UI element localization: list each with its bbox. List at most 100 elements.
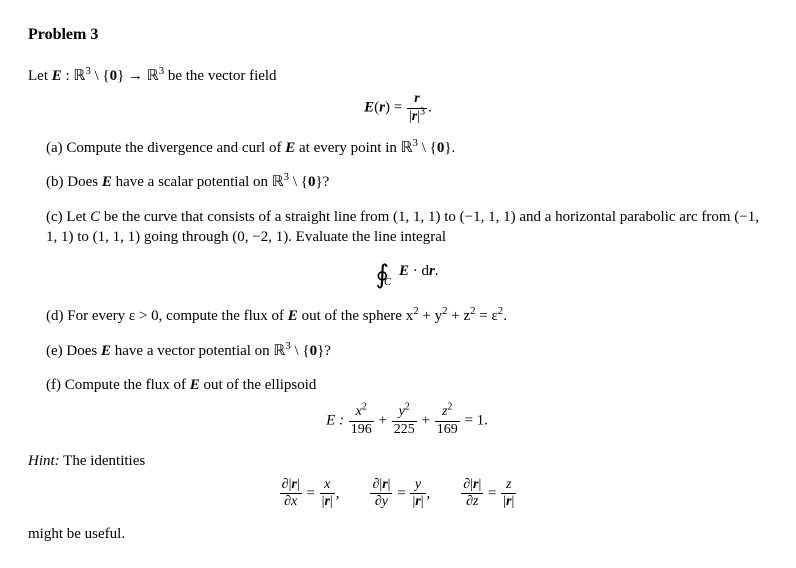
hint-x: x (324, 477, 330, 492)
disp-arg: (r) = (374, 99, 406, 115)
b-t1: Does (64, 174, 102, 190)
hint-eq3: = (484, 485, 500, 501)
hint-dr3: ∂|r| (463, 477, 481, 492)
ell-d3: 169 (435, 422, 460, 438)
hint-f3l: ∂|r| ∂z (461, 478, 483, 510)
label-d: (d) (46, 308, 64, 324)
disp-frac: r|r|3 (407, 92, 427, 124)
hint-bar-r1: | (330, 494, 333, 509)
part-e: (e) Does E have a vector potential on ℝ3… (46, 341, 768, 361)
ell-eq1: = 1. (461, 413, 488, 429)
hint-eq1: = (303, 485, 319, 501)
part-a: (a) Compute the divergence and curl of E… (46, 138, 768, 158)
disp-E: E (364, 99, 374, 115)
c-t1: Let (63, 209, 91, 225)
display-E-definition: E(r) = r|r|3. (28, 92, 768, 124)
a-t2: at every point in ℝ (295, 140, 412, 156)
ell-label: E : (326, 413, 348, 429)
d-E: E (288, 308, 298, 324)
display-ellipsoid: E : x2196 + y2225 + z2169 = 1. (46, 405, 768, 437)
c-end: . (435, 263, 439, 279)
ell-y2: 2 (405, 401, 410, 412)
part-f: (f) Compute the flux of E out of the ell… (46, 375, 768, 438)
hint-dx: ∂x (284, 494, 297, 509)
hint-f2r: y|r| (410, 478, 425, 510)
f-t1: Compute the flux of (61, 377, 190, 393)
ell-p2: + (418, 413, 434, 429)
b-t4: }? (315, 174, 329, 190)
hint-dr1: ∂|r| (282, 477, 300, 492)
label-e: (e) (46, 343, 63, 359)
intro-arrow: } → ℝ (117, 68, 159, 84)
parts-list: (a) Compute the divergence and curl of E… (46, 138, 768, 437)
oint-sub: C (384, 276, 391, 288)
d-end: . (503, 308, 507, 324)
oint-sub-C: C (384, 276, 391, 288)
hint-r2: r (382, 477, 387, 492)
part-c: (c) Let C be the curve that consists of … (46, 207, 768, 293)
hint-f2l: ∂|r| ∂y (370, 478, 392, 510)
ell-x2: 2 (362, 401, 367, 412)
a-t1: Compute the divergence and curl of (63, 140, 286, 156)
d-t3: + y (419, 308, 442, 324)
d-t5: = ε (476, 308, 498, 324)
label-b: (b) (46, 174, 64, 190)
ell-frac-1: x2196 (349, 405, 374, 437)
intro-setminus: \ { (91, 68, 110, 84)
hint-f1l: ∂|r| ∂x (280, 478, 302, 510)
intro-zero: 0 (110, 68, 118, 84)
ell-p1: + (375, 413, 391, 429)
c-t2: be the curve that consists of a straight… (46, 209, 759, 245)
hint-line: Hint: The identities (28, 451, 768, 471)
intro-colon: : ℝ (62, 68, 86, 84)
hint-z: z (506, 477, 511, 492)
hint-f3r: z|r| (501, 478, 516, 510)
hint-y: y (415, 477, 421, 492)
hint-r1: r (291, 477, 296, 492)
d-t2: out of the sphere x (298, 308, 413, 324)
intro-tail: be the vector field (164, 68, 276, 84)
disp-period: . (428, 99, 432, 115)
ell-frac-3: z2169 (435, 405, 460, 437)
intro-let: Let (28, 68, 52, 84)
f-E: E (190, 377, 200, 393)
e-t2: have a vector potential on ℝ (111, 343, 285, 359)
b-t3: \ { (289, 174, 308, 190)
c-dot: · d (409, 263, 429, 279)
problem-heading: Problem 3 (28, 24, 768, 46)
e-t3: \ { (291, 343, 310, 359)
a-t4: }. (444, 140, 455, 156)
e-t4: }? (317, 343, 331, 359)
e-E: E (101, 343, 111, 359)
e-t1: Does (63, 343, 101, 359)
part-d: (d) For every ε > 0, compute the flux of… (46, 306, 768, 326)
disp-den-exp: 3 (420, 106, 425, 117)
hint-r3: r (473, 477, 478, 492)
d-t4: + z (447, 308, 470, 324)
intro-line: Let E : ℝ3 \ {0} → ℝ3 be the vector fiel… (28, 66, 768, 86)
c-curve: C (90, 209, 100, 225)
hint-bar-r3: | (512, 494, 515, 509)
hint-dr2: ∂|r| (372, 477, 390, 492)
hint-tail: might be useful. (28, 524, 768, 544)
b-t2: have a scalar potential on ℝ (112, 174, 284, 190)
ell-frac-2: y2225 (392, 405, 417, 437)
c-int-E: E (399, 263, 409, 279)
a-E: E (285, 140, 295, 156)
b-E: E (102, 174, 112, 190)
hint-dy: ∂y (375, 494, 388, 509)
hint-label: The identities (60, 453, 146, 469)
a-t3: \ { (418, 140, 437, 156)
d-t1: For every ε > 0, compute the flux of (64, 308, 288, 324)
display-line-integral: ∮C E · dr. (46, 257, 768, 292)
ell-d2: 225 (392, 422, 417, 438)
hint-label-i: Hint: (28, 453, 60, 469)
hint-dz: ∂z (466, 494, 478, 509)
e-zero: 0 (310, 343, 318, 359)
hint-bar-r2: | (421, 494, 424, 509)
ell-z2: 2 (447, 401, 452, 412)
f-t2: out of the ellipsoid (200, 377, 317, 393)
hint-sep1: , (336, 485, 370, 501)
intro-E: E (52, 68, 62, 84)
label-c: (c) (46, 209, 63, 225)
